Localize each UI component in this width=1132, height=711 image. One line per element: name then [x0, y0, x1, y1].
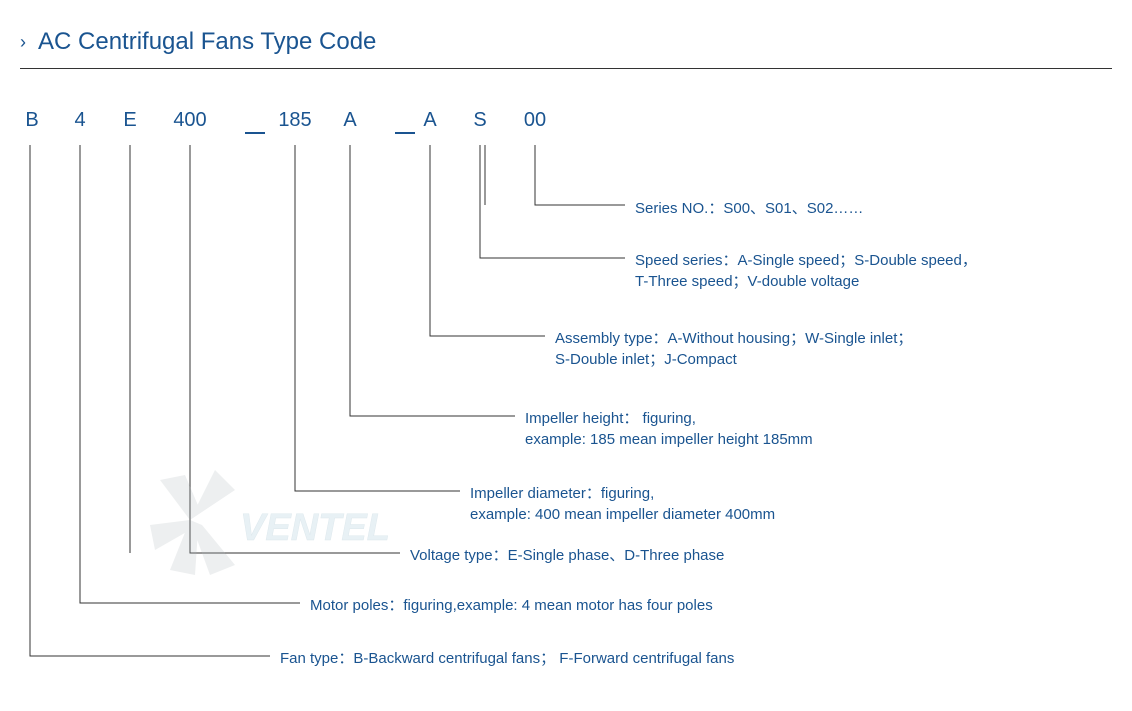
code-description: Assembly type：A-Without housing；W-Single…	[555, 328, 912, 370]
code-description: Series NO.：S00、S01、S02……	[635, 198, 863, 219]
code-description: Speed series：A-Single speed；S-Double spe…	[635, 250, 977, 292]
code-segment: 400	[170, 109, 210, 132]
chevron-icon: ›	[20, 32, 26, 53]
code-dash	[245, 132, 265, 134]
svg-text:VENTEL: VENTEL	[240, 507, 390, 549]
code-segment: 4	[70, 109, 90, 132]
code-segment: S	[470, 109, 490, 132]
code-description: Impeller diameter：figuring,example: 400 …	[470, 483, 775, 525]
watermark-logo: VENTEL	[140, 450, 420, 595]
code-description: Fan type：B-Backward centrifugal fans； F-…	[280, 648, 734, 669]
page-title: AC Centrifugal Fans Type Code	[38, 28, 376, 56]
code-segment: 185	[275, 109, 315, 132]
code-segment: E	[120, 109, 140, 132]
code-description: Impeller height： figuring,example: 185 m…	[525, 408, 813, 450]
code-description: Voltage type：E-Single phase、D-Three phas…	[410, 545, 724, 566]
code-segment: B	[22, 109, 42, 132]
title-row: › AC Centrifugal Fans Type Code	[20, 28, 1112, 56]
title-divider	[20, 68, 1112, 69]
code-description: Motor poles：figuring,example: 4 mean mot…	[310, 595, 713, 616]
code-segment: A	[340, 109, 360, 132]
code-segment: 00	[520, 109, 550, 132]
code-dash	[395, 132, 415, 134]
code-segment: A	[420, 109, 440, 132]
header: › AC Centrifugal Fans Type Code	[20, 28, 1112, 69]
